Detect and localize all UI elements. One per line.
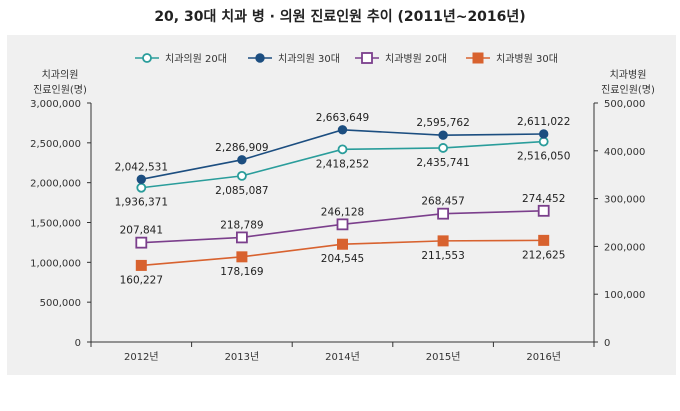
data-label: 2,042,531	[115, 161, 168, 173]
data-point	[438, 130, 448, 140]
y-right-tick-label: 0	[604, 338, 610, 349]
data-label: 1,936,371	[115, 197, 168, 209]
legend-marker	[472, 52, 484, 64]
data-label: 2,286,909	[215, 142, 268, 154]
data-label: 2,663,649	[316, 112, 369, 124]
series-line	[141, 128, 544, 181]
data-point	[237, 155, 247, 165]
data-point	[538, 234, 550, 246]
y-left-tick-label: 0	[75, 338, 81, 349]
legend-marker	[255, 53, 265, 63]
y-right-tick-label: 400,000	[604, 147, 645, 158]
data-label: 204,545	[321, 253, 364, 265]
data-label: 211,553	[421, 250, 464, 262]
data-point	[136, 174, 147, 184]
data-point	[236, 251, 248, 263]
data-point	[136, 182, 147, 193]
data-point	[537, 204, 550, 217]
legend-label: 치과의원 20대	[165, 53, 227, 65]
data-point	[337, 125, 348, 135]
data-point	[538, 136, 549, 147]
data-label: 2,611,022	[517, 116, 570, 128]
data-label: 2,435,741	[416, 157, 469, 169]
data-point	[539, 129, 549, 139]
y-left-tick-label: 1,500,000	[30, 219, 81, 230]
legend-label: 치과의원 30대	[278, 53, 340, 65]
data-label: 246,128	[321, 206, 364, 218]
y-left-tick-label: 500,000	[40, 298, 81, 309]
y-left-tick-label: 1,000,000	[30, 258, 81, 269]
data-label: 2,085,087	[215, 185, 268, 197]
y-right-tick-label: 300,000	[604, 195, 645, 206]
x-tick-label: 2014년	[325, 351, 360, 363]
chart-title: 20, 30대 치과 병 · 의원 진료인원 추이 (2011년~2016년)	[154, 9, 526, 25]
data-label: 218,789	[220, 219, 263, 231]
data-point	[135, 259, 147, 271]
y-right-axis-title: 진료인원(명)	[601, 84, 655, 96]
data-point	[438, 143, 449, 153]
data-point	[337, 238, 348, 250]
data-point	[336, 218, 349, 231]
data-point	[235, 231, 248, 244]
data-label: 207,841	[120, 225, 163, 237]
data-label: 212,625	[522, 249, 565, 261]
data-point	[236, 170, 247, 181]
x-tick-label: 2013년	[225, 351, 260, 363]
data-point	[437, 207, 450, 220]
data-label: 160,227	[120, 274, 163, 286]
legend-label: 치과병원 30대	[496, 53, 558, 65]
data-point	[437, 235, 449, 247]
data-label: 274,452	[522, 193, 565, 205]
x-tick-label: 2016년	[526, 351, 561, 363]
legend-label: 치과병원 20대	[385, 53, 447, 65]
y-right-tick-label: 100,000	[604, 290, 645, 301]
y-right-tick-label: 200,000	[604, 242, 645, 253]
y-left-axis-title: 진료인원(명)	[33, 84, 87, 96]
y-right-axis-title: 치과병원	[610, 69, 647, 81]
data-label: 2,418,252	[316, 158, 369, 170]
x-tick-label: 2015년	[426, 351, 461, 363]
data-label: 2,595,762	[416, 117, 469, 129]
data-label: 178,169	[220, 266, 263, 278]
y-left-tick-label: 2,000,000	[30, 179, 81, 190]
legend-marker	[142, 53, 152, 63]
x-tick-label: 2012년	[124, 351, 159, 363]
data-label: 268,457	[421, 196, 464, 208]
y-left-axis-title: 치과의원	[42, 69, 79, 81]
data-label: 2,516,050	[517, 151, 570, 163]
data-point	[337, 144, 348, 155]
chart-panel	[7, 35, 676, 375]
data-point	[135, 236, 148, 249]
y-right-tick-label: 500,000	[604, 99, 645, 110]
y-left-tick-label: 3,000,000	[30, 99, 81, 110]
y-left-tick-label: 2,500,000	[30, 139, 81, 150]
legend-marker	[361, 52, 373, 64]
